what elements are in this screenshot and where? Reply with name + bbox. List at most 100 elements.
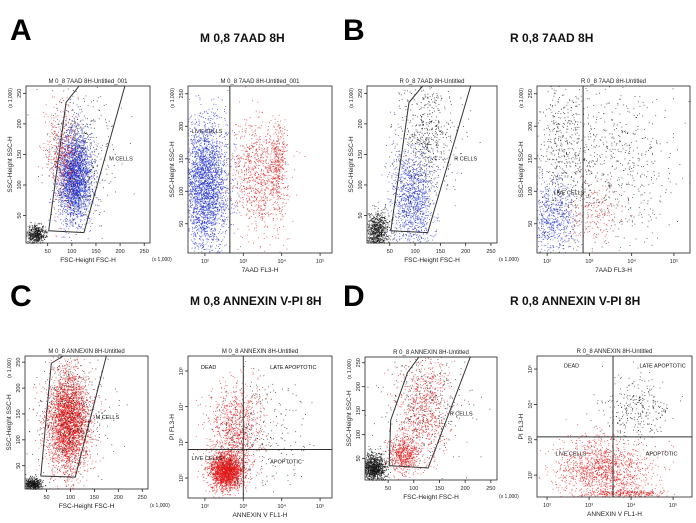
data-point xyxy=(88,217,90,219)
data-point xyxy=(29,225,31,227)
data-point xyxy=(69,166,71,168)
data-point xyxy=(74,172,76,174)
data-point xyxy=(87,187,89,188)
data-point xyxy=(62,224,64,226)
data-point xyxy=(68,186,70,188)
data-point xyxy=(90,230,91,231)
data-point xyxy=(71,193,73,195)
data-point xyxy=(192,204,193,205)
data-point xyxy=(194,176,196,177)
data-point xyxy=(79,180,81,182)
data-point xyxy=(83,192,85,193)
data-point xyxy=(59,193,61,195)
data-point xyxy=(41,234,42,236)
data-point xyxy=(78,140,79,142)
data-point xyxy=(72,102,74,104)
data-point xyxy=(196,227,198,228)
data-point xyxy=(65,168,66,170)
data-point xyxy=(218,124,220,125)
data-point xyxy=(191,175,193,177)
data-point xyxy=(62,169,63,171)
data-point xyxy=(68,188,70,189)
data-point xyxy=(78,209,79,211)
data-point xyxy=(71,125,73,127)
data-point xyxy=(71,162,73,163)
data-point xyxy=(63,176,65,178)
data-point xyxy=(214,174,216,176)
data-point xyxy=(66,150,68,151)
data-point xyxy=(213,183,214,185)
data-point xyxy=(57,160,58,162)
data-point xyxy=(42,227,44,229)
data-point xyxy=(36,241,38,243)
data-point xyxy=(71,182,73,184)
data-point xyxy=(80,147,82,149)
data-point xyxy=(87,181,88,182)
data-point xyxy=(226,187,228,189)
data-point xyxy=(65,185,67,186)
data-point xyxy=(37,231,39,232)
data-point xyxy=(53,177,54,179)
data-point xyxy=(77,174,79,176)
data-point xyxy=(72,209,73,211)
data-point xyxy=(221,149,223,150)
data-point xyxy=(90,195,91,197)
data-point xyxy=(207,201,209,203)
data-point xyxy=(56,187,57,189)
data-point xyxy=(188,191,190,193)
data-point xyxy=(79,146,81,148)
data-point xyxy=(79,145,81,147)
data-point xyxy=(192,231,194,232)
data-point xyxy=(71,130,73,132)
data-point xyxy=(78,125,80,127)
data-point xyxy=(218,191,220,193)
data-point xyxy=(84,189,86,191)
data-point xyxy=(41,229,43,230)
data-point xyxy=(75,190,77,192)
data-point xyxy=(65,212,67,214)
data-point xyxy=(60,99,62,101)
data-point xyxy=(74,162,76,164)
data-point xyxy=(221,172,223,173)
data-point xyxy=(71,156,72,158)
data-point xyxy=(62,214,64,215)
data-point xyxy=(90,196,91,198)
data-point xyxy=(64,186,66,187)
data-point xyxy=(224,219,226,221)
data-point xyxy=(68,135,70,137)
data-point xyxy=(87,195,89,196)
data-point xyxy=(205,159,207,161)
data-point xyxy=(67,147,69,149)
data-point xyxy=(76,162,78,164)
data-point xyxy=(31,238,33,240)
data-point xyxy=(83,150,85,151)
data-point xyxy=(69,175,71,176)
data-point xyxy=(114,177,116,178)
data-point xyxy=(203,209,205,211)
data-point xyxy=(30,232,32,234)
data-point xyxy=(61,197,62,198)
data-point xyxy=(48,148,50,150)
data-point xyxy=(61,178,63,180)
data-point xyxy=(190,139,192,141)
data-point xyxy=(72,223,74,225)
data-point xyxy=(88,171,90,173)
data-point xyxy=(79,167,80,169)
data-point xyxy=(60,145,62,147)
data-point xyxy=(208,236,210,238)
data-point xyxy=(83,141,85,143)
data-point xyxy=(85,166,87,167)
data-point xyxy=(70,208,71,210)
data-point xyxy=(62,220,64,222)
data-point xyxy=(55,235,57,237)
data-point xyxy=(72,217,73,219)
data-point xyxy=(56,183,58,185)
data-point xyxy=(83,199,84,200)
data-point xyxy=(68,193,70,195)
data-point xyxy=(84,126,86,128)
data-point xyxy=(75,173,77,175)
data-point xyxy=(60,197,61,199)
data-point xyxy=(43,143,45,144)
data-point xyxy=(78,208,80,210)
data-point xyxy=(198,193,200,194)
